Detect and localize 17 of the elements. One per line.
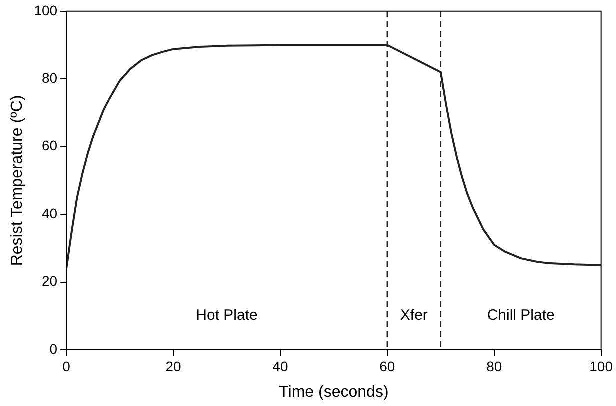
- y-tick-label: 20: [42, 273, 58, 290]
- y-tick-label: 0: [50, 340, 58, 357]
- x-tick-label: 0: [62, 358, 71, 374]
- y-tick-label: 80: [42, 70, 58, 86]
- y-tick-label: 40: [42, 205, 58, 222]
- y-tick-label: 60: [42, 138, 58, 154]
- annotation: Chill Plate: [487, 307, 555, 324]
- x-tick-label: 20: [166, 358, 182, 374]
- annotation: Xfer: [400, 307, 428, 324]
- x-tick-label: 100: [590, 358, 614, 374]
- x-tick-label: 60: [380, 358, 396, 374]
- x-tick-label: 80: [486, 358, 502, 374]
- annotation: Hot Plate: [196, 307, 258, 324]
- x-tick-label: 40: [272, 358, 288, 374]
- x-axis-title: Time (seconds): [279, 384, 389, 401]
- y-tick-label: 100: [34, 2, 58, 18]
- y-axis-title: Resist Temperature (ºC): [9, 95, 26, 266]
